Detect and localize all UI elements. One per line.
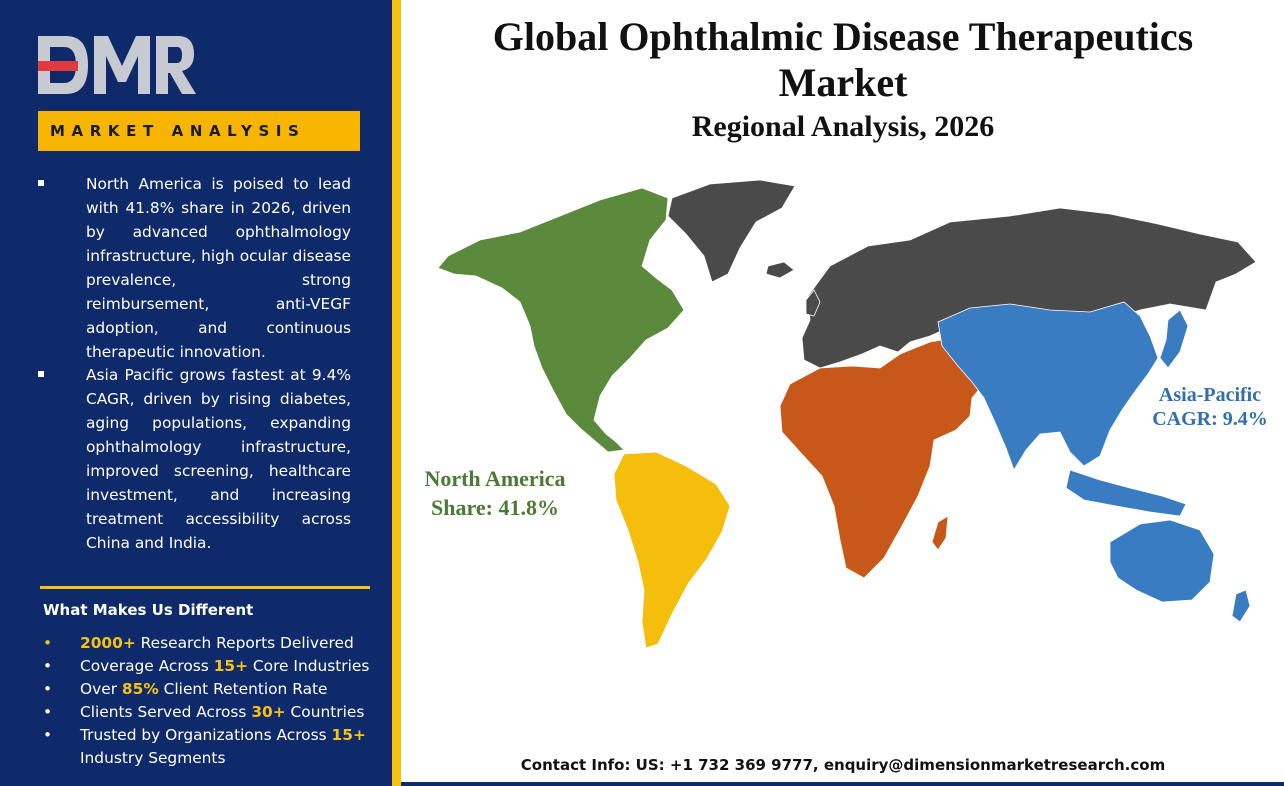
page-subtitle: Regional Analysis, 2026 <box>691 110 995 143</box>
list-item: 2000+ Research Reports Delivered <box>43 632 383 655</box>
region-australia <box>1109 519 1215 603</box>
region-metric: CAGR: 9.4% <box>1152 408 1268 430</box>
insight-text: Asia Pacific grows fastest at 9.4% CAGR,… <box>86 366 351 552</box>
insight-bullet-north-america: North America is poised to lead with 41.… <box>38 172 351 364</box>
logo-letter-d <box>38 36 88 94</box>
square-bullet-icon <box>38 371 44 377</box>
list-item: Clients Served Across 30+ Countries <box>43 701 383 724</box>
bottom-border <box>401 782 1284 786</box>
dmr-logo <box>38 36 196 94</box>
insight-bullet-asia-pacific: Asia Pacific grows fastest at 9.4% CAGR,… <box>38 363 351 555</box>
left-panel: MARKET ANALYSIS North America is poised … <box>0 0 392 786</box>
list-item: Over 85% Client Retention Rate <box>43 678 383 701</box>
region-north-america <box>437 187 685 453</box>
region-metric: Share: 41.8% <box>431 495 559 520</box>
region-japan <box>1159 309 1189 369</box>
region-africa-middle-east <box>779 337 991 579</box>
differentiators-heading: What Makes Us Different <box>43 601 254 619</box>
vertical-divider <box>392 0 401 786</box>
separator-line <box>40 586 370 589</box>
logo-letter-m <box>94 36 150 94</box>
title-line-2: Market <box>778 60 908 105</box>
region-asia-pacific <box>937 301 1159 471</box>
region-iceland <box>765 261 795 279</box>
title-line-1: Global Ophthalmic Disease Therapeutics <box>492 14 1194 59</box>
contact-info: Contact Info: US: +1 732 369 9777, enqui… <box>520 756 1166 774</box>
list-item: Trusted by Organizations Across 15+ Indu… <box>43 724 383 770</box>
list-item: Coverage Across 15+ Core Industries <box>43 655 383 678</box>
region-new-zealand <box>1231 589 1251 623</box>
region-south-america <box>613 451 731 649</box>
region-uk <box>805 289 821 317</box>
square-bullet-icon <box>38 180 44 186</box>
region-madagascar <box>931 515 949 551</box>
region-greenland <box>667 179 796 283</box>
market-analysis-banner: MARKET ANALYSIS <box>38 111 360 151</box>
asia-pacific-label: Asia-Pacific CAGR: 9.4% <box>1140 383 1280 431</box>
logo-letter-r <box>156 36 196 94</box>
insight-text: North America is poised to lead with 41.… <box>86 175 351 361</box>
north-america-label: North America Share: 41.8% <box>412 464 578 522</box>
world-map <box>437 179 1257 649</box>
page-title: Global Ophthalmic Disease Therapeutics M… <box>410 14 1276 106</box>
region-name: Asia-Pacific <box>1158 384 1262 406</box>
region-southeast-asia <box>1065 469 1187 517</box>
differentiators-list: 2000+ Research Reports Delivered Coverag… <box>43 632 383 770</box>
region-name: North America <box>424 466 566 491</box>
